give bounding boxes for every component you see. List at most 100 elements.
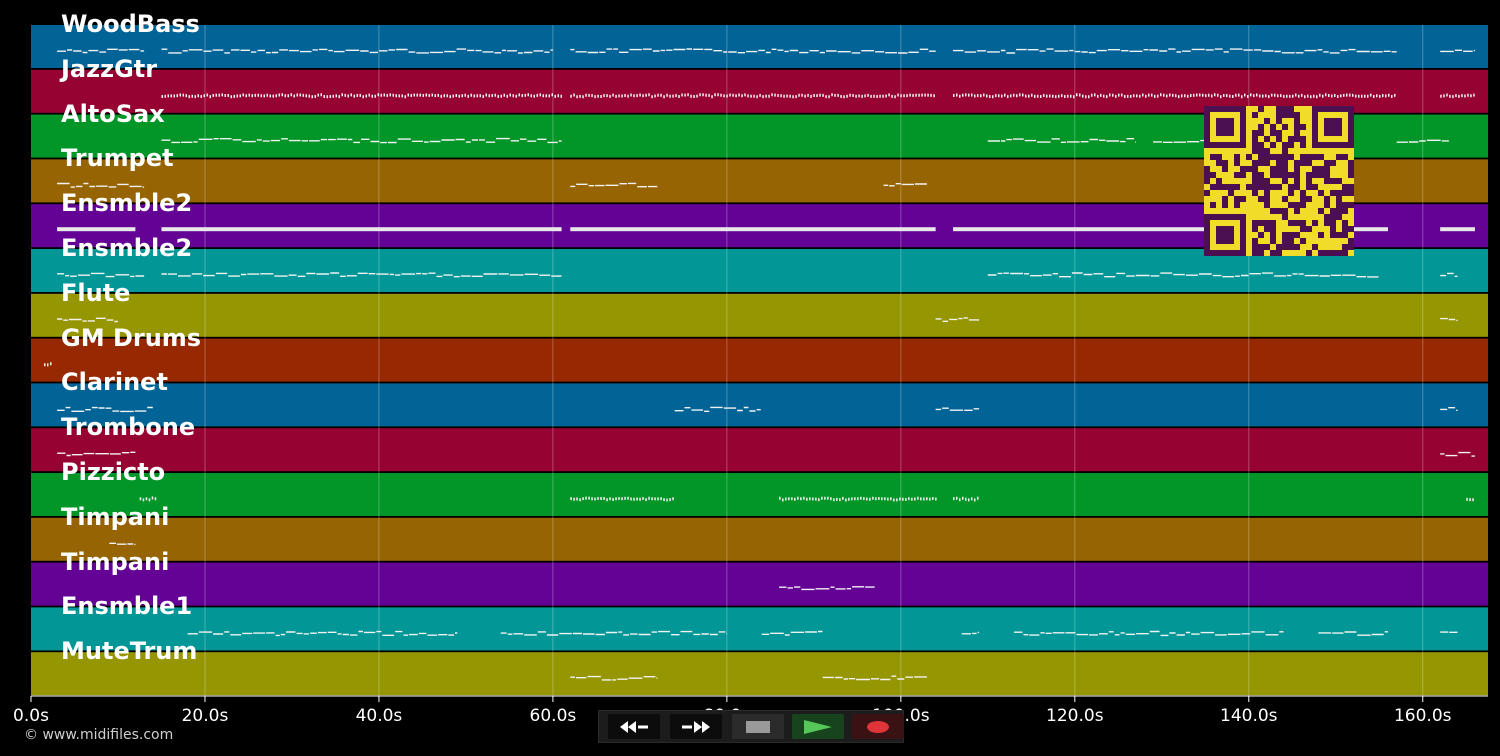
qr-module	[1258, 232, 1264, 238]
play-button[interactable]	[792, 714, 844, 739]
note-segment	[570, 93, 935, 99]
track-label: Trombone	[61, 413, 196, 442]
qr-module	[1324, 160, 1330, 166]
qr-module	[1330, 208, 1336, 214]
qr-module	[1216, 130, 1222, 136]
qr-module	[1240, 124, 1246, 130]
qr-module	[1246, 166, 1252, 172]
qr-module	[1204, 220, 1210, 226]
qr-module	[1282, 148, 1288, 154]
qr-module	[1348, 190, 1354, 196]
qr-module	[1336, 202, 1342, 208]
qr-module	[1204, 226, 1210, 232]
qr-module	[1288, 202, 1294, 208]
qr-module	[1348, 130, 1354, 136]
qr-module	[1288, 106, 1294, 112]
qr-module	[1300, 226, 1306, 232]
track-band	[31, 517, 1488, 561]
qr-module	[1252, 190, 1258, 196]
qr-module	[1294, 166, 1300, 172]
qr-module	[1252, 250, 1258, 256]
qr-module	[1318, 250, 1324, 256]
qr-module	[1252, 136, 1258, 142]
qr-module	[1312, 184, 1318, 190]
qr-module	[1234, 184, 1240, 190]
record-icon	[867, 720, 889, 733]
qr-module	[1294, 208, 1300, 214]
note-segment	[570, 48, 936, 54]
note-segment	[761, 630, 823, 636]
qr-module	[1222, 232, 1228, 238]
qr-module	[1258, 106, 1264, 112]
qr-module	[1318, 154, 1324, 160]
qr-module	[1216, 184, 1222, 190]
qr-module	[1294, 184, 1300, 190]
qr-module	[1228, 214, 1234, 220]
qr-module	[1312, 136, 1318, 142]
qr-module	[1228, 130, 1234, 136]
qr-module	[1276, 154, 1282, 160]
qr-module	[1234, 250, 1240, 256]
qr-module	[1330, 178, 1336, 184]
note-segment	[1440, 227, 1475, 232]
track-label: Trumpet	[61, 144, 174, 173]
qr-module	[1234, 172, 1240, 178]
qr-module	[1264, 196, 1270, 202]
qr-module	[1348, 118, 1354, 124]
transport-controls	[598, 710, 904, 743]
qr-module	[1270, 154, 1276, 160]
track-band	[31, 249, 1488, 292]
qr-module	[1222, 118, 1228, 124]
qr-module	[1270, 142, 1276, 148]
qr-module	[1336, 124, 1342, 130]
qr-module	[1270, 172, 1276, 178]
rewind-button[interactable]	[608, 714, 660, 739]
qr-module	[1324, 178, 1330, 184]
stop-button[interactable]	[732, 714, 784, 739]
qr-module	[1258, 148, 1264, 154]
track-band	[31, 607, 1488, 651]
record-button[interactable]	[852, 714, 904, 739]
qr-module	[1264, 190, 1270, 196]
note-segment	[935, 407, 980, 411]
qr-module	[1294, 202, 1300, 208]
qr-module	[1240, 250, 1246, 256]
qr-module	[1252, 130, 1258, 136]
qr-module	[1318, 142, 1324, 148]
qr-module	[1330, 160, 1336, 166]
qr-module	[1282, 214, 1288, 220]
qr-module	[1276, 112, 1282, 118]
qr-module	[1306, 226, 1312, 232]
note-segment	[187, 630, 458, 637]
qr-module	[1306, 250, 1312, 256]
qr-module	[1252, 226, 1258, 232]
qr-module	[1324, 172, 1330, 178]
qr-module	[1288, 190, 1294, 196]
qr-module	[1348, 124, 1354, 130]
qr-module	[1210, 172, 1216, 178]
qr-module	[1210, 184, 1216, 190]
fast-forward-button[interactable]	[670, 714, 722, 739]
qr-module	[1312, 130, 1318, 136]
note-segment	[44, 362, 52, 367]
qr-module	[1228, 190, 1234, 196]
qr-module	[1294, 118, 1300, 124]
qr-module	[1330, 130, 1336, 136]
qr-module	[1342, 142, 1348, 148]
qr-module	[1282, 142, 1288, 148]
qr-module	[1342, 232, 1348, 238]
qr-module	[1336, 250, 1342, 256]
qr-module	[1222, 250, 1228, 256]
qr-module	[1222, 106, 1228, 112]
qr-module	[1240, 136, 1246, 142]
qr-module	[1312, 154, 1318, 160]
track-band	[31, 25, 1488, 68]
qr-module	[1276, 118, 1282, 124]
track-band	[31, 473, 1488, 516]
note-segment	[161, 48, 553, 54]
qr-module	[1312, 142, 1318, 148]
note-segment	[935, 317, 980, 322]
qr-module	[1342, 250, 1348, 256]
qr-module	[1288, 112, 1294, 118]
qr-module	[1222, 124, 1228, 130]
